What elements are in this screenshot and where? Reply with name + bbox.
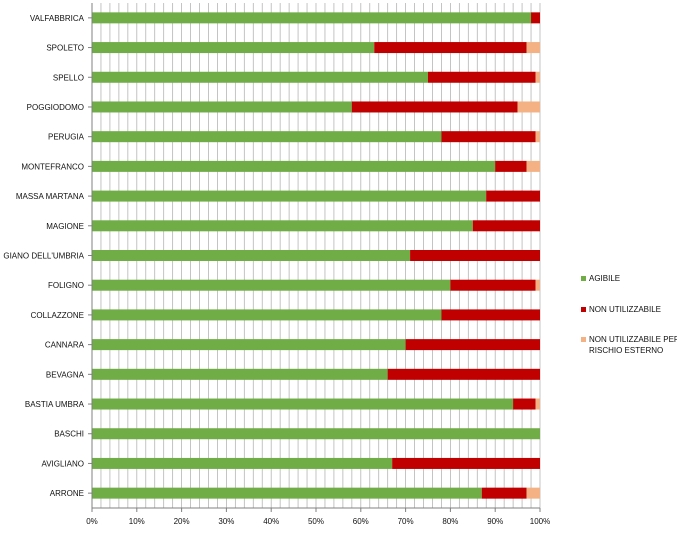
- category-label-baschi: BASCHI: [54, 430, 84, 439]
- legend-label-non-utilizzabile-per-rischio-esterno: NON UTILIZZABILE PER RISCHIO ESTERNO: [589, 335, 677, 355]
- bar-non-utilizzabile-per-rischio-esterno-poggiodomo: [517, 101, 540, 113]
- category-label-spoleto: SPOLETO: [46, 44, 84, 53]
- bar-agibile-magione: [92, 220, 473, 232]
- bar-non-utilizzabile-per-rischio-esterno-arrone: [526, 487, 540, 499]
- bar-non-utilizzabile-arrone: [481, 487, 527, 499]
- bar-non-utilizzabile-avigliano: [392, 457, 540, 469]
- category-label-massa-martana: MASSA MARTANA: [16, 192, 85, 201]
- x-tick-label-40: 40%: [263, 517, 279, 526]
- x-tick-label-20: 20%: [174, 517, 190, 526]
- bar-agibile-perugia: [92, 131, 442, 143]
- category-label-avigliano: AVIGLIANO: [41, 459, 84, 468]
- bar-agibile-avigliano: [92, 457, 393, 469]
- legend-swatch-non-utilizzabile: [581, 307, 586, 312]
- bar-non-utilizzabile-massa-martana: [486, 190, 540, 202]
- category-label-valfabbrica: VALFABBRICA: [30, 14, 85, 23]
- legend-label-agibile: AGIBILE: [589, 274, 620, 283]
- category-labels: VALFABBRICA SPOLETO SPELLO POGGIODOMO PERUGI…: [3, 14, 84, 498]
- bar-non-utilizzabile-per-rischio-esterno-montefranco: [526, 160, 540, 172]
- category-label-collazzone: COLLAZZONE: [31, 311, 84, 320]
- bar-agibile-baschi: [92, 428, 540, 440]
- bar-non-utilizzabile-magione: [472, 220, 540, 232]
- bar-agibile-poggiodomo: [92, 101, 352, 113]
- x-tick-label-50: 50%: [308, 517, 324, 526]
- category-label-cannara: CANNARA: [45, 341, 85, 350]
- bar-agibile-bastia-umbra: [92, 398, 514, 410]
- bar-non-utilizzabile-valfabbrica: [531, 12, 540, 24]
- category-label-arrone: ARRONE: [50, 489, 84, 498]
- bar-agibile-arrone: [92, 487, 482, 499]
- category-label-bastia-umbra: BASTIA UMBRA: [25, 400, 85, 409]
- bar-non-utilizzabile-foligno: [450, 279, 536, 291]
- bar-non-utilizzabile-per-rischio-esterno-perugia: [535, 131, 540, 143]
- bar-non-utilizzabile-collazzone: [441, 309, 540, 321]
- bar-non-utilizzabile-poggiodomo: [351, 101, 518, 113]
- bar-non-utilizzabile-spello: [428, 71, 536, 83]
- category-label-poggiodomo: POGGIODOMO: [27, 103, 84, 112]
- x-tick-label-100: 100%: [530, 517, 550, 526]
- legend-label-non-utilizzabile: NON UTILIZZABILE: [589, 305, 661, 314]
- bars: [92, 12, 540, 499]
- bar-non-utilizzabile-perugia: [441, 131, 536, 143]
- bar-non-utilizzabile-spoleto: [374, 42, 527, 54]
- x-tick-label-60: 60%: [353, 517, 369, 526]
- category-label-perugia: PERUGIA: [48, 133, 85, 142]
- category-label-spello: SPELLO: [53, 73, 84, 82]
- legend-swatch-non-utilizzabile-per-rischio-esterno: [581, 337, 586, 342]
- bar-non-utilizzabile-per-rischio-esterno-bastia-umbra: [535, 398, 540, 410]
- x-tick-label-80: 80%: [442, 517, 458, 526]
- bar-agibile-montefranco: [92, 160, 496, 172]
- x-tick-label-70: 70%: [398, 517, 414, 526]
- category-label-magione: MAGIONE: [46, 222, 84, 231]
- x-tick-label-30: 30%: [218, 517, 234, 526]
- bar-non-utilizzabile-giano-dell-umbria: [410, 250, 540, 261]
- x-tick-label-10: 10%: [129, 517, 145, 526]
- bar-non-utilizzabile-montefranco: [495, 160, 527, 172]
- bar-agibile-valfabbrica: [92, 12, 532, 24]
- bar-non-utilizzabile-bastia-umbra: [513, 398, 536, 410]
- bar-agibile-spello: [92, 71, 428, 83]
- x-tick-label-0: 0%: [86, 517, 98, 526]
- bar-non-utilizzabile-per-rischio-esterno-spello: [535, 71, 540, 83]
- category-label-montefranco: MONTEFRANCO: [21, 162, 84, 171]
- category-label-giano-dell-umbria: GIANO DELL'UMBRIA: [3, 252, 84, 261]
- bar-agibile-cannara: [92, 339, 406, 351]
- bar-non-utilizzabile-per-rischio-esterno-spoleto: [526, 42, 540, 54]
- bar-non-utilizzabile-cannara: [405, 339, 540, 351]
- bar-agibile-bevagna: [92, 368, 388, 380]
- category-label-bevagna: BEVAGNA: [46, 370, 85, 379]
- legend: AGIBILE NON UTILIZZABILE NON UTILIZZABILE …: [581, 274, 677, 355]
- bar-agibile-collazzone: [92, 309, 442, 321]
- x-tick-labels: 0% 10% 20% 30% 40% 50% 60% 70% 80% 90% 100%: [86, 517, 550, 526]
- bar-agibile-foligno: [92, 279, 451, 291]
- bar-non-utilizzabile-bevagna: [387, 368, 540, 380]
- axes: [88, 3, 541, 512]
- x-tick-label-90: 90%: [487, 517, 503, 526]
- bar-agibile-massa-martana: [92, 190, 487, 202]
- bar-non-utilizzabile-per-rischio-esterno-foligno: [535, 279, 540, 291]
- bar-agibile-giano-dell-umbria: [92, 250, 411, 261]
- bar-agibile-spoleto: [92, 42, 375, 54]
- legend-swatch-agibile: [581, 276, 586, 281]
- category-label-foligno: FOLIGNO: [48, 281, 84, 290]
